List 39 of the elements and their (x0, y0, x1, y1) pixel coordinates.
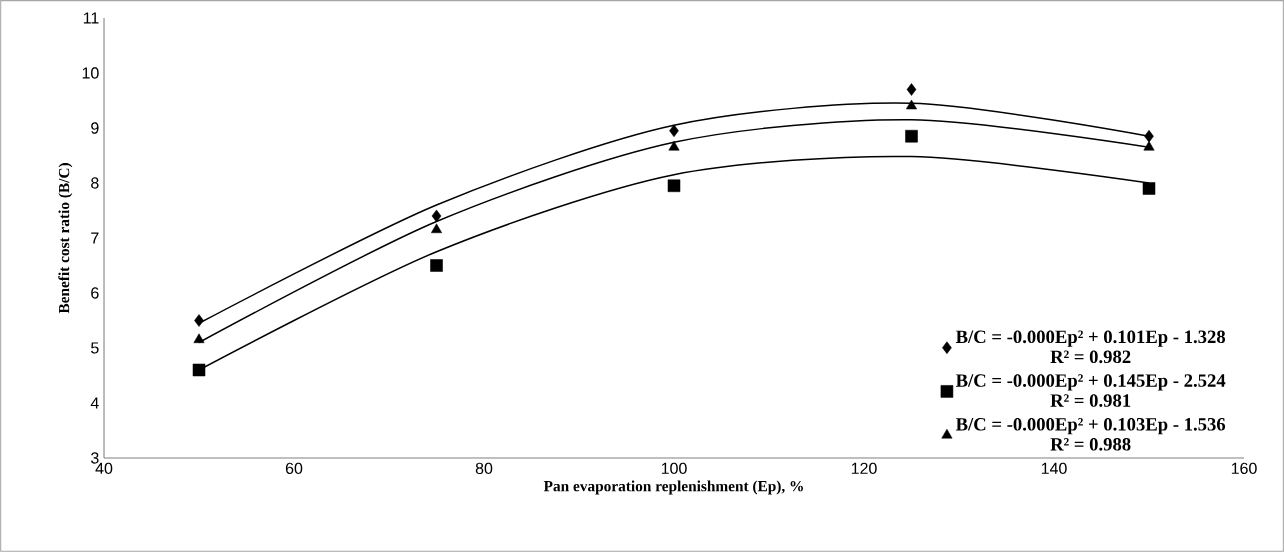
x-tick-label: 60 (285, 462, 303, 475)
point (1143, 140, 1155, 151)
point (431, 209, 442, 223)
point (668, 140, 680, 151)
x-axis-title: Pan evaporation replenishment (Ep), % (543, 480, 803, 495)
y-tick-label: 5 (91, 342, 99, 354)
point (905, 129, 918, 143)
point (906, 83, 917, 96)
x-tick-label: 100 (661, 462, 687, 475)
y-tick-label: 11 (83, 12, 99, 24)
x-tick-label: 40 (95, 462, 113, 475)
point (430, 259, 443, 272)
point (193, 333, 205, 344)
point (194, 314, 204, 327)
point (906, 99, 917, 110)
y-tick-label: 6 (91, 287, 99, 299)
point (1144, 129, 1154, 143)
x-tick-label: 160 (1231, 462, 1257, 475)
y-tick-label: 4 (90, 397, 99, 409)
x-tick-label: 120 (851, 462, 877, 475)
annotation: R² = 0.988 (1050, 437, 1131, 451)
point (669, 124, 679, 138)
y-tick-label: 7 (91, 232, 99, 244)
y-tick-label: 3 (91, 452, 99, 464)
x-tick-label: 80 (475, 462, 493, 475)
annotation: R² = 0.981 (1050, 394, 1131, 407)
x-tick-label: 140 (1041, 462, 1067, 475)
y-tick-label: 8 (91, 177, 99, 189)
annotation: R² = 0.982 (1050, 350, 1131, 364)
point (1142, 182, 1156, 195)
y-axis-title: Benefit cost ratio (B/C) (58, 163, 73, 314)
legend-label: B/C = -0.000Ep² + 0.103Ep - 1.536 (955, 417, 1226, 435)
point (667, 179, 681, 193)
point (431, 223, 442, 234)
legend-label: B/C = -0.000Ep² + 0.101Ep - 1.328 (955, 330, 1226, 347)
point (192, 363, 206, 377)
legend-label: B/C = -0.000Ep² + 0.145Ep - 2.524 (955, 374, 1226, 391)
y-tick-label: 9 (91, 122, 99, 134)
y-tick-label: 10 (82, 67, 99, 79)
